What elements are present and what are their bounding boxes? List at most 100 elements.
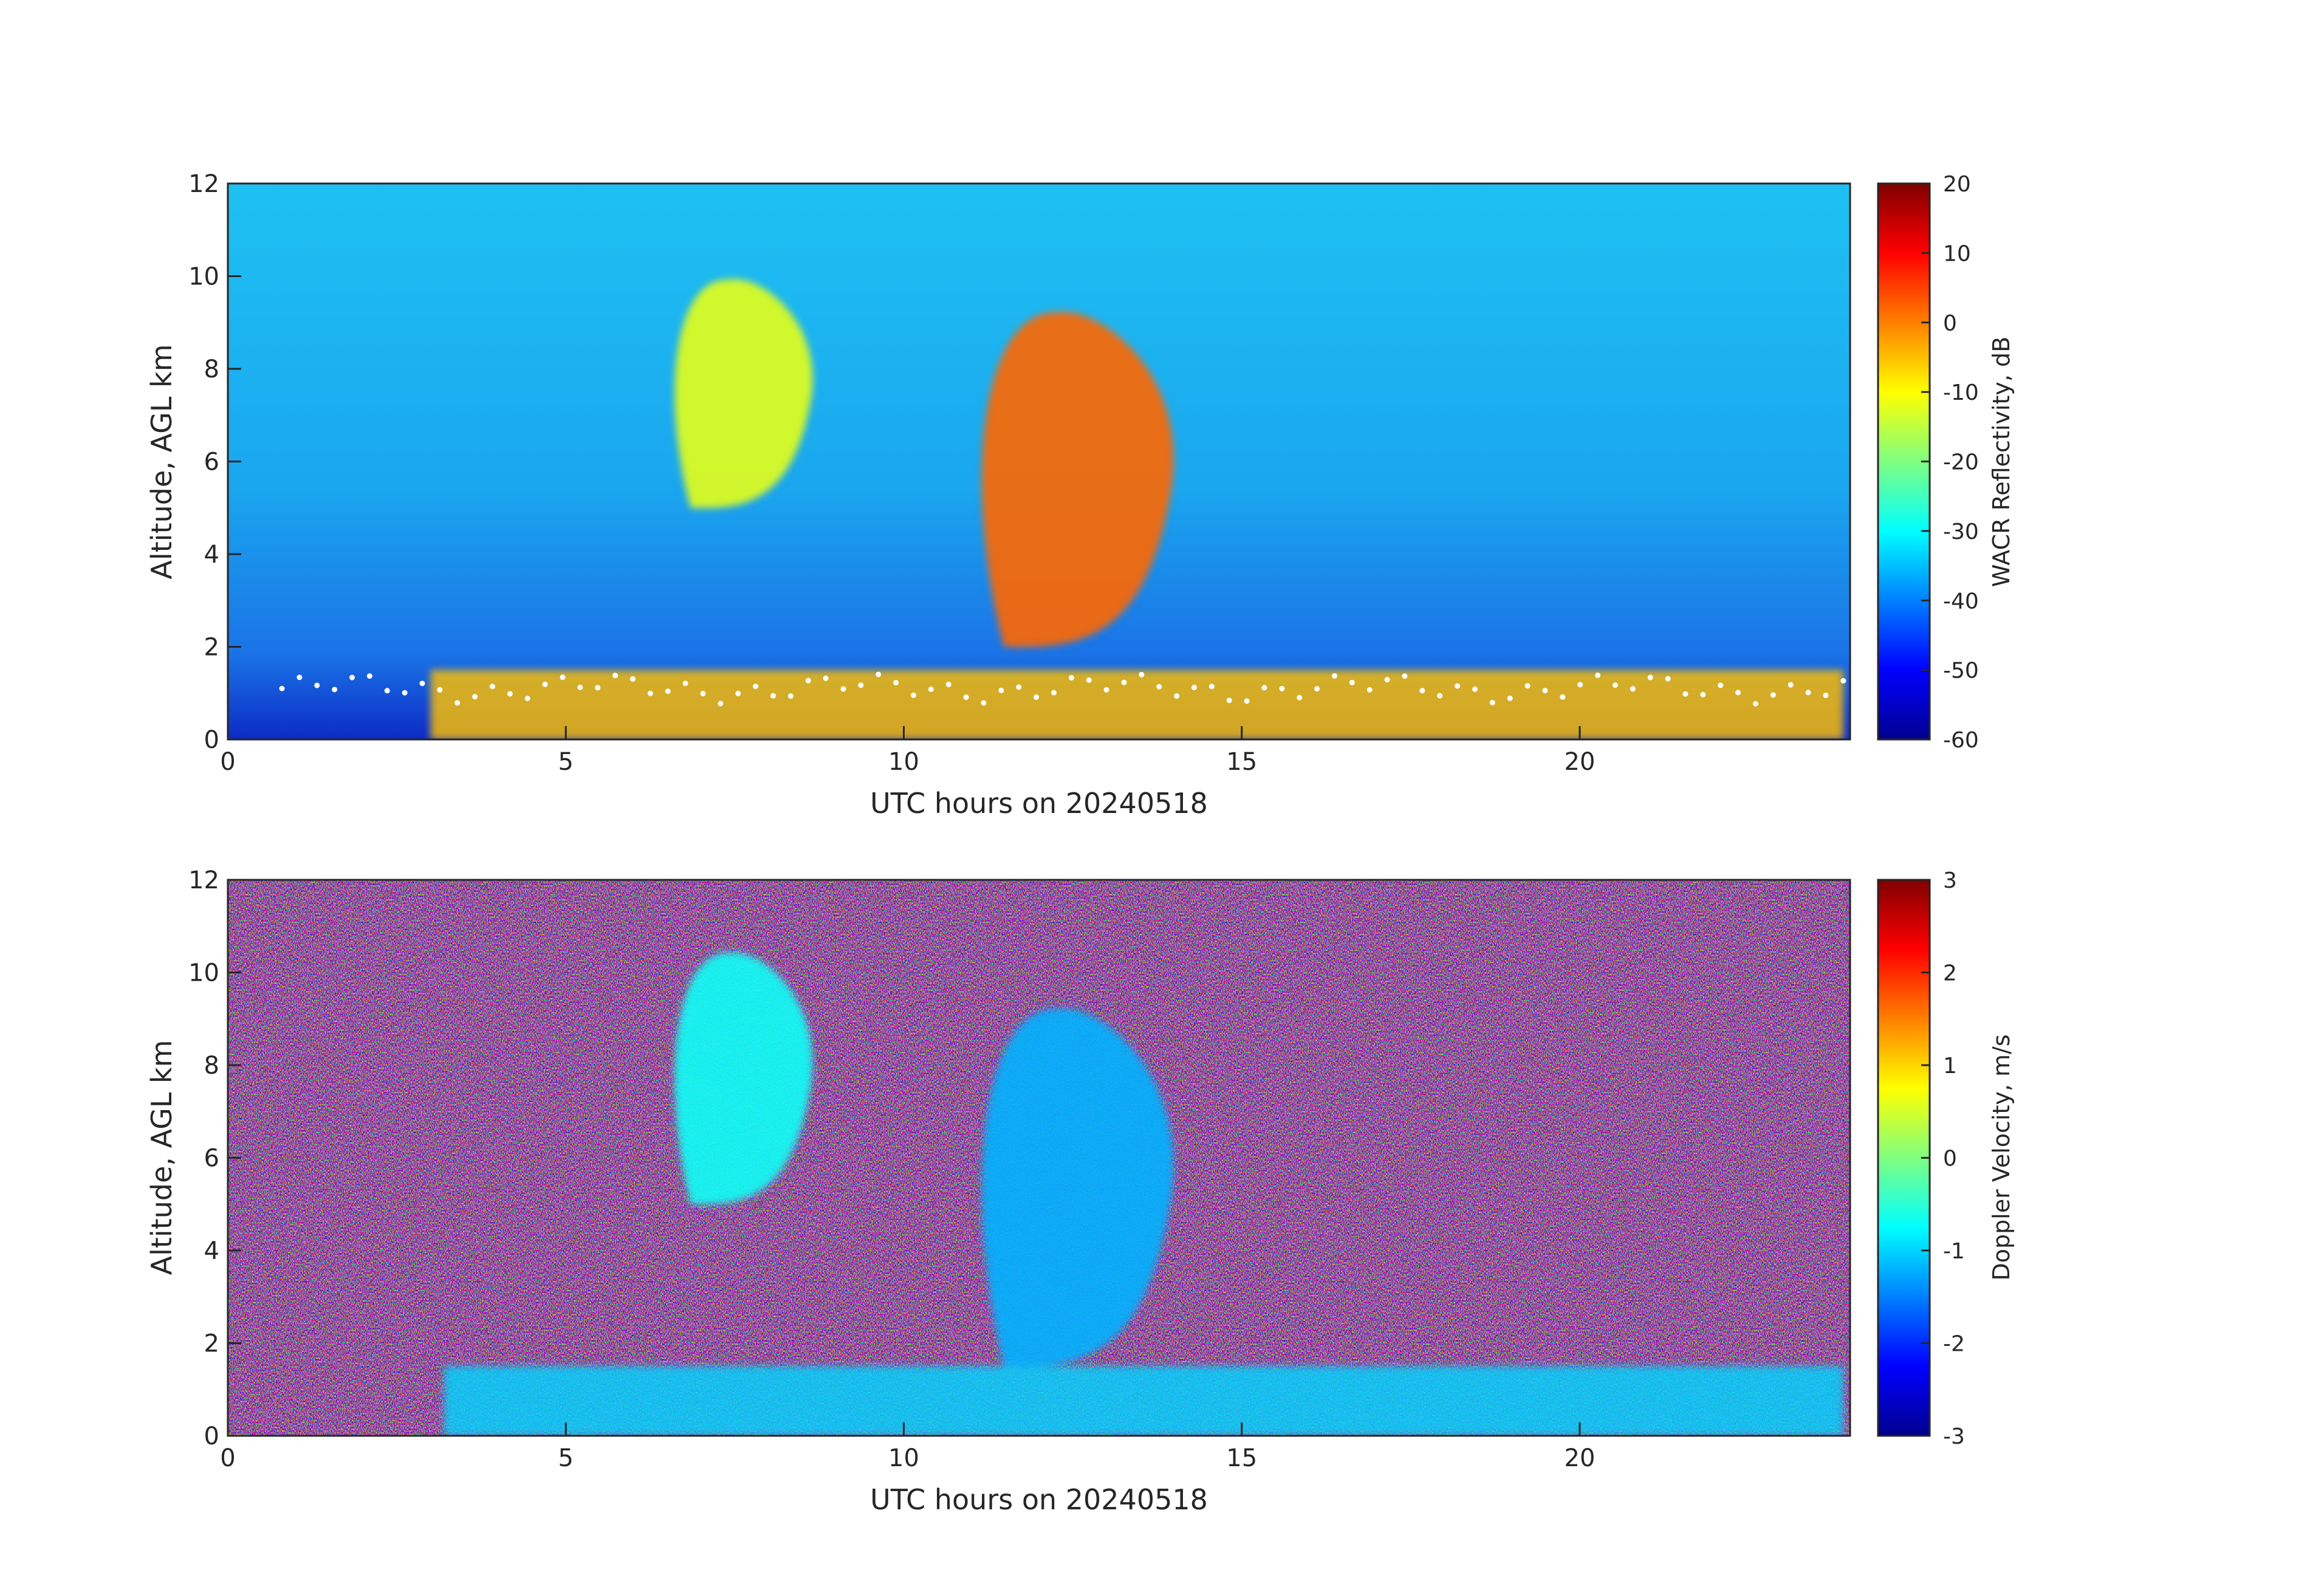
reflectivity-cloud-base-point bbox=[1297, 695, 1303, 701]
reflectivity-colorbar-ticks: 20 10 0 -10 -20 -30 -40 -50 -60 bbox=[1921, 172, 1979, 753]
reflectivity-colorbar-tick-label: -20 bbox=[1943, 450, 1979, 475]
doppler-velocity-colorbar-tick-label: 2 bbox=[1943, 961, 1957, 986]
reflectivity-y-tick-label: 4 bbox=[204, 541, 219, 569]
doppler-velocity-y-tick-label: 0 bbox=[204, 1422, 219, 1450]
reflectivity-cloud-base-point bbox=[647, 690, 653, 696]
reflectivity-colorbar-tick-label: -10 bbox=[1943, 380, 1979, 405]
reflectivity-cloud-base-point bbox=[1016, 684, 1022, 690]
reflectivity-cloud-base-point bbox=[1384, 677, 1390, 683]
doppler-velocity-colorbar-tick-label: -1 bbox=[1943, 1239, 1965, 1264]
reflectivity-panel: 0 5 10 15 20 0 2 4 6 8 10 12 UTC hours on 20240518… bbox=[145, 170, 2015, 820]
reflectivity-colorbar-tick-label: -30 bbox=[1943, 520, 1979, 544]
reflectivity-y-tick-label: 0 bbox=[204, 726, 219, 754]
doppler-velocity-feature-region bbox=[981, 1008, 1174, 1367]
reflectivity-cloud-base-point bbox=[1718, 682, 1724, 688]
reflectivity-y-tick-label: 6 bbox=[204, 448, 219, 476]
doppler-velocity-y-tick-label: 6 bbox=[204, 1145, 219, 1173]
reflectivity-cloud-base-point bbox=[1665, 676, 1671, 682]
reflectivity-colorbar-tick-label: 10 bbox=[1943, 241, 1971, 266]
reflectivity-feature-region bbox=[430, 670, 1843, 739]
reflectivity-cloud-base-point bbox=[1524, 683, 1530, 689]
reflectivity-cloud-base-point bbox=[1191, 684, 1197, 690]
reflectivity-y-tick-label: 10 bbox=[188, 263, 219, 291]
reflectivity-cloud-base-point bbox=[1419, 688, 1425, 694]
reflectivity-cloud-base-point bbox=[560, 674, 566, 681]
doppler-velocity-image bbox=[228, 880, 1850, 1436]
reflectivity-cloud-base-point bbox=[1156, 684, 1162, 690]
reflectivity-cloud-base-point bbox=[1577, 682, 1583, 688]
doppler-velocity-colorbar-tick-label: 3 bbox=[1943, 868, 1957, 893]
doppler-velocity-x-tick-label: 0 bbox=[220, 1444, 235, 1472]
reflectivity-x-tick-label: 20 bbox=[1565, 748, 1596, 776]
reflectivity-cloud-base-point bbox=[753, 684, 759, 690]
reflectivity-cloud-base-point bbox=[1840, 677, 1846, 684]
doppler-velocity-colorbar-tick-label: 1 bbox=[1943, 1054, 1957, 1079]
doppler-velocity-y-tick-label: 12 bbox=[188, 866, 219, 894]
reflectivity-cloud-base-point bbox=[1595, 672, 1601, 678]
doppler-velocity-x-ticks: 0 5 10 15 20 bbox=[220, 1422, 1595, 1472]
doppler-velocity-y-tick-label: 2 bbox=[204, 1330, 219, 1358]
reflectivity-cloud-base-point bbox=[1332, 673, 1337, 679]
reflectivity-cloud-base-point bbox=[1402, 673, 1408, 679]
reflectivity-y-axis-label: Altitude, AGL km bbox=[145, 344, 178, 579]
doppler-velocity-x-axis-label: UTC hours on 20240518 bbox=[870, 1483, 1208, 1516]
doppler-velocity-colorbar-tick-label: 0 bbox=[1943, 1147, 1957, 1171]
reflectivity-cloud-base-point bbox=[1226, 698, 1232, 704]
reflectivity-cloud-base-point bbox=[437, 687, 443, 693]
reflectivity-x-tick-label: 5 bbox=[558, 748, 574, 776]
doppler-velocity-colorbar-label: Doppler Velocity, m/s bbox=[1988, 1034, 2015, 1280]
reflectivity-cloud-base-point bbox=[507, 691, 513, 697]
reflectivity-x-tick-label: 10 bbox=[888, 748, 919, 776]
reflectivity-cloud-base-point bbox=[1244, 698, 1250, 704]
reflectivity-cloud-base-point bbox=[612, 673, 619, 679]
reflectivity-y-tick-label: 2 bbox=[204, 634, 219, 662]
reflectivity-cloud-base-point bbox=[1437, 693, 1443, 699]
reflectivity-colorbar-tick-label: -60 bbox=[1943, 728, 1979, 753]
reflectivity-feature-region bbox=[981, 312, 1174, 648]
reflectivity-cloud-base-point bbox=[665, 688, 671, 695]
reflectivity-cloud-base-point bbox=[787, 693, 794, 699]
reflectivity-cloud-base-point bbox=[1489, 699, 1495, 705]
reflectivity-cloud-base-point bbox=[542, 681, 548, 687]
reflectivity-colorbar-tick-label: -40 bbox=[1943, 589, 1979, 614]
reflectivity-cloud-base-point bbox=[1314, 686, 1320, 692]
reflectivity-cloud-base-point bbox=[1735, 690, 1741, 696]
doppler-velocity-y-tick-label: 8 bbox=[204, 1052, 219, 1080]
doppler-velocity-colorbar-tick-label: -2 bbox=[1943, 1332, 1965, 1357]
reflectivity-x-tick-label: 0 bbox=[220, 748, 235, 776]
reflectivity-cloud-base-point bbox=[805, 677, 811, 684]
reflectivity-cloud-base-point bbox=[823, 675, 829, 681]
reflectivity-cloud-base-point bbox=[1630, 686, 1636, 692]
reflectivity-cloud-base-point bbox=[998, 687, 1004, 693]
doppler-velocity-colorbar-ticks: 3 2 1 0 -1 -2 -3 bbox=[1921, 868, 1965, 1449]
reflectivity-cloud-base-point bbox=[1051, 690, 1057, 696]
reflectivity-cloud-base-point bbox=[384, 688, 390, 694]
reflectivity-cloud-base-point bbox=[928, 686, 934, 692]
reflectivity-cloud-base-point bbox=[1542, 687, 1548, 693]
reflectivity-colorbar-tick-label: 20 bbox=[1943, 172, 1971, 197]
reflectivity-cloud-base-point bbox=[524, 695, 530, 701]
reflectivity-cloud-base-point bbox=[419, 681, 425, 687]
reflectivity-x-axis-label: UTC hours on 20240518 bbox=[870, 787, 1208, 820]
reflectivity-cloud-base-point bbox=[840, 686, 846, 692]
reflectivity-x-tick-label: 15 bbox=[1226, 748, 1257, 776]
reflectivity-cloud-base-point bbox=[1613, 682, 1618, 688]
doppler-velocity-y-axis-label: Altitude, AGL km bbox=[145, 1040, 178, 1275]
doppler-velocity-x-tick-label: 5 bbox=[558, 1444, 574, 1472]
reflectivity-cloud-base-point bbox=[332, 687, 338, 693]
reflectivity-cloud-base-point bbox=[1682, 691, 1688, 697]
reflectivity-cloud-base-point bbox=[1823, 692, 1829, 698]
reflectivity-cloud-base-point bbox=[1753, 701, 1758, 707]
reflectivity-cloud-base-point bbox=[911, 692, 916, 698]
reflectivity-cloud-base-point bbox=[279, 685, 285, 691]
reflectivity-cloud-base-point bbox=[1788, 682, 1794, 688]
reflectivity-cloud-base-point bbox=[402, 690, 408, 696]
reflectivity-cloud-base-point bbox=[630, 676, 636, 682]
doppler-velocity-feature-region bbox=[674, 952, 813, 1205]
reflectivity-cloud-base-point bbox=[963, 695, 969, 701]
reflectivity-cloud-base-point bbox=[981, 700, 987, 706]
reflectivity-cloud-base-point bbox=[577, 684, 583, 690]
reflectivity-cloud-base-point bbox=[349, 674, 355, 681]
